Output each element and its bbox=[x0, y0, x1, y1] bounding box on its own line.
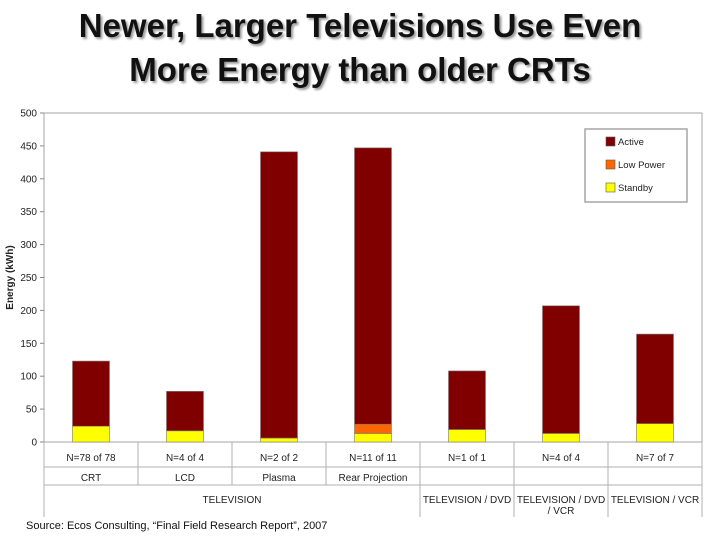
y-tick-label: 350 bbox=[20, 207, 37, 218]
bar-standby bbox=[72, 425, 110, 443]
sample-size-label: N=1 of 1 bbox=[448, 453, 487, 464]
bar-active bbox=[166, 391, 204, 432]
y-tick-label: 150 bbox=[20, 339, 37, 350]
bar-active bbox=[636, 333, 674, 424]
y-tick-label: 0 bbox=[31, 438, 37, 449]
legend-label: Low Power bbox=[618, 160, 665, 171]
title-line-1: Newer, Larger Televisions Use Even bbox=[78, 7, 642, 44]
group-label: TELEVISION bbox=[203, 495, 262, 506]
y-tick-label: 50 bbox=[26, 405, 38, 416]
category-label: Plasma bbox=[262, 473, 296, 484]
group-label: TELEVISION / VCR bbox=[611, 495, 699, 506]
y-tick-label: 100 bbox=[20, 372, 37, 383]
bar-standby bbox=[166, 430, 204, 443]
category-label: Rear Projection bbox=[339, 473, 408, 484]
bar-active bbox=[72, 360, 110, 427]
y-tick-label: 500 bbox=[20, 109, 37, 120]
y-tick-label: 400 bbox=[20, 174, 37, 185]
bar-active bbox=[260, 151, 298, 439]
sample-size-label: N=2 of 2 bbox=[260, 453, 299, 464]
sample-size-label: N=4 of 4 bbox=[542, 453, 581, 464]
bar-standby bbox=[354, 433, 392, 443]
bar-standby bbox=[260, 437, 298, 443]
bar-standby bbox=[636, 423, 674, 443]
y-axis-label: Energy (kWh) bbox=[5, 245, 16, 309]
legend-swatch bbox=[605, 182, 616, 193]
bar-active bbox=[354, 147, 392, 425]
bar-low-power bbox=[354, 423, 392, 434]
category-label: CRT bbox=[81, 473, 101, 484]
legend-swatch bbox=[605, 159, 616, 170]
sample-size-label: N=78 of 78 bbox=[66, 453, 116, 464]
bar-active bbox=[542, 305, 580, 434]
bar-standby bbox=[542, 433, 580, 443]
y-tick-label: 200 bbox=[20, 306, 37, 317]
group-label: TELEVISION / DVD bbox=[423, 495, 511, 506]
title-line-2: More Energy than older CRTs bbox=[129, 51, 591, 88]
bar-standby bbox=[448, 429, 486, 443]
sample-size-label: N=11 of 11 bbox=[349, 453, 397, 464]
legend-swatch bbox=[605, 136, 616, 147]
legend-label: Standby bbox=[618, 183, 653, 194]
bar-active bbox=[448, 370, 486, 430]
sample-size-label: N=4 of 4 bbox=[166, 453, 205, 464]
sample-size-label: N=7 of 7 bbox=[636, 453, 675, 464]
slide-title: Newer, Larger Televisions Use Even More … bbox=[0, 4, 720, 92]
source-note: Source: Ecos Consulting, “Final Field Re… bbox=[26, 520, 328, 532]
group-label: TELEVISION / DVD / VCR bbox=[517, 495, 605, 517]
category-label: LCD bbox=[175, 473, 195, 484]
y-tick-label: 450 bbox=[20, 141, 37, 152]
legend-label: Active bbox=[618, 137, 644, 148]
legend-box bbox=[584, 128, 688, 203]
y-tick-label: 250 bbox=[20, 273, 37, 284]
y-tick-label: 300 bbox=[20, 240, 37, 251]
